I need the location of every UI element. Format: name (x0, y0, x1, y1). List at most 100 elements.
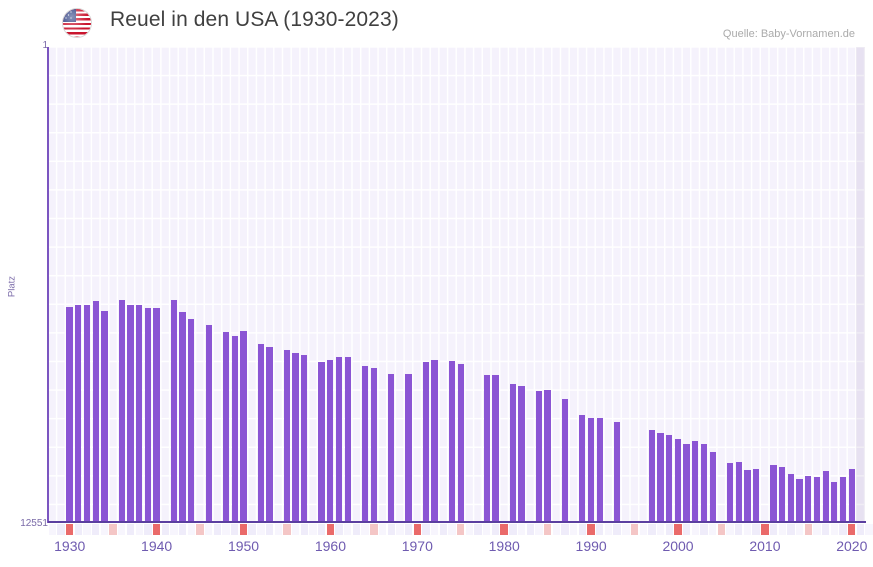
bar[interactable] (92, 301, 99, 523)
year-tick (317, 523, 326, 535)
bar[interactable] (787, 473, 795, 523)
bar[interactable] (509, 384, 516, 523)
bar[interactable] (405, 373, 412, 523)
page-title: Reuel in den USA (1930-2023) (110, 8, 399, 31)
source-credit: Quelle: Baby-Vornamen.de (722, 28, 855, 40)
y-axis-bottom-label: 12551 (20, 518, 48, 529)
year-tick (57, 523, 65, 535)
bar[interactable] (770, 464, 777, 523)
year-tick (517, 523, 526, 535)
bar[interactable] (327, 359, 334, 523)
bar[interactable] (83, 304, 91, 523)
year-tick (491, 523, 500, 535)
bar[interactable] (457, 364, 464, 523)
bar[interactable] (518, 386, 525, 523)
year-tick (396, 523, 404, 535)
bar[interactable] (118, 300, 125, 523)
bar[interactable] (579, 414, 586, 523)
bar[interactable] (561, 399, 569, 523)
bar[interactable] (205, 324, 212, 523)
bar[interactable] (796, 478, 803, 523)
year-tick (665, 523, 673, 535)
bar[interactable] (231, 335, 238, 523)
year-tick (682, 523, 691, 535)
bar[interactable] (752, 469, 760, 523)
bar[interactable] (301, 354, 308, 523)
bar[interactable] (318, 362, 325, 523)
bar[interactable] (75, 304, 82, 523)
year-tick (656, 523, 665, 535)
bar[interactable] (674, 439, 682, 523)
year-tick (257, 523, 265, 535)
bar[interactable] (544, 389, 551, 523)
bar[interactable] (292, 353, 299, 523)
year-tick (344, 523, 352, 535)
x-axis-tick-labels: 1930 1940 1950 1960 1970 1980 1990 2000 2010 2020 (0, 538, 873, 564)
bar[interactable] (744, 469, 751, 523)
bar[interactable] (666, 434, 673, 523)
bar[interactable] (179, 312, 186, 523)
bar[interactable] (709, 452, 716, 523)
year-tick (135, 523, 143, 535)
bar[interactable] (700, 444, 708, 523)
bar[interactable] (266, 346, 273, 523)
year-tick (439, 523, 448, 535)
year-tick (735, 523, 743, 535)
bar[interactable] (831, 481, 838, 523)
bar[interactable] (344, 357, 351, 523)
x-tick-label-1960: 1960 (314, 538, 346, 554)
bar[interactable] (388, 373, 395, 523)
decade-tick (761, 523, 769, 535)
bar[interactable] (222, 331, 230, 523)
x-tick-label-2000: 2000 (662, 538, 694, 554)
year-tick (430, 523, 439, 535)
year-tick (465, 523, 474, 535)
bar[interactable] (692, 441, 699, 523)
year-tick (813, 523, 821, 535)
bar[interactable] (805, 475, 812, 523)
bar[interactable] (535, 391, 543, 523)
half-decade-tick (283, 523, 291, 535)
x-tick-label-1940: 1940 (141, 538, 173, 554)
bar[interactable] (240, 331, 247, 523)
bar[interactable] (136, 304, 143, 523)
bar[interactable] (779, 467, 786, 523)
decade-tick (413, 523, 421, 535)
bar[interactable] (431, 360, 438, 523)
year-tick (422, 523, 430, 535)
bar[interactable] (257, 344, 264, 523)
bar[interactable] (683, 444, 690, 523)
us-flag-icon (62, 8, 92, 38)
bar[interactable] (839, 476, 847, 523)
bar[interactable] (735, 461, 742, 523)
year-tick (222, 523, 230, 535)
bar[interactable] (335, 357, 343, 523)
bar[interactable] (361, 365, 369, 523)
bar[interactable] (587, 417, 595, 523)
bar[interactable] (153, 308, 160, 523)
bar[interactable] (726, 463, 734, 523)
year-tick (170, 523, 178, 535)
year-tick (48, 523, 56, 535)
bar[interactable] (448, 361, 456, 523)
bar[interactable] (483, 374, 490, 523)
bar[interactable] (822, 471, 829, 523)
bar[interactable] (66, 306, 73, 523)
bar[interactable] (813, 476, 821, 523)
bar[interactable] (492, 375, 499, 523)
bar[interactable] (848, 469, 855, 523)
bar[interactable] (170, 299, 178, 523)
bar[interactable] (101, 310, 108, 523)
bar[interactable] (596, 418, 603, 523)
bar[interactable] (370, 367, 377, 523)
bar[interactable] (144, 308, 151, 523)
bar[interactable] (283, 350, 290, 523)
bar[interactable] (613, 421, 621, 523)
bar[interactable] (657, 433, 664, 523)
bar[interactable] (648, 430, 655, 523)
bar[interactable] (422, 361, 430, 523)
year-tick (839, 523, 847, 535)
bar[interactable] (127, 304, 134, 523)
year-tick (178, 523, 187, 535)
bar[interactable] (188, 318, 195, 523)
